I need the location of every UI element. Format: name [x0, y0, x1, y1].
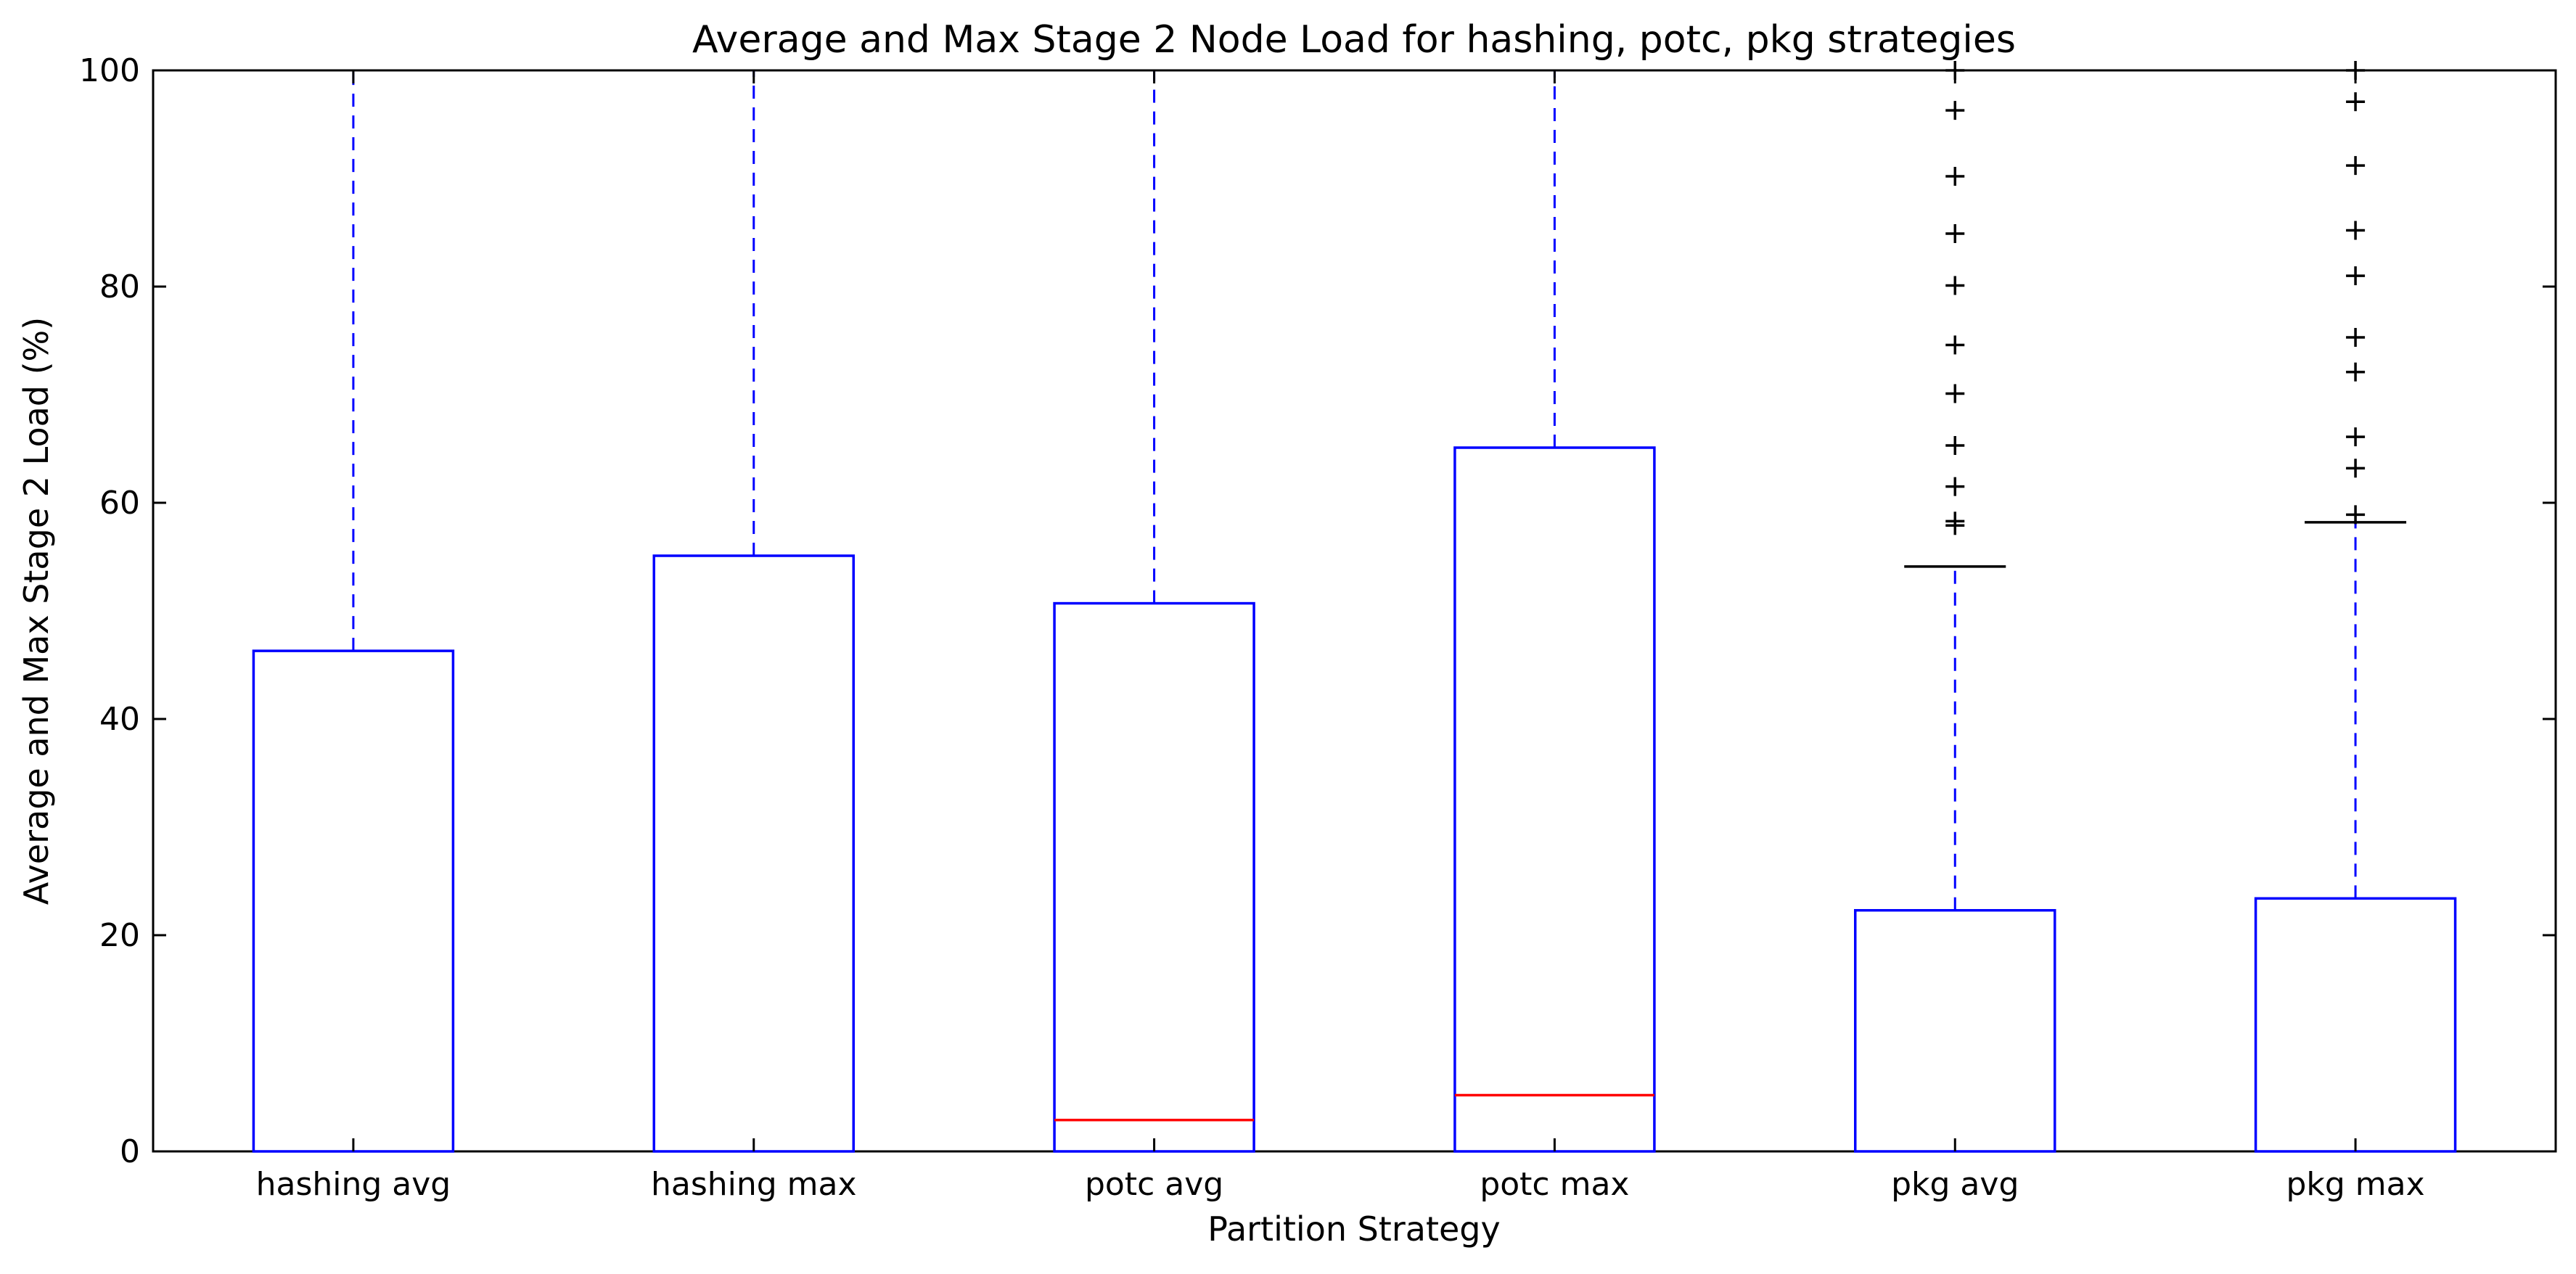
flier-point: [1945, 223, 1965, 243]
box-body: [252, 649, 455, 1153]
flier-point: [1945, 335, 1965, 355]
flier-point: [2346, 362, 2366, 382]
chart-title: Average and Max Stage 2 Node Load for ha…: [692, 18, 2016, 62]
box-body: [1854, 908, 2056, 1153]
box-body: [652, 554, 855, 1153]
box-group: [2254, 61, 2457, 1153]
flier-point: [1945, 477, 1965, 496]
flier-point: [1945, 436, 1965, 456]
plot-area: [152, 61, 2557, 1153]
y-tick-label: 80: [99, 268, 140, 305]
y-axis-label: Average and Max Stage 2 Load (%): [17, 317, 56, 905]
x-tick-label: pkg max: [2286, 1166, 2424, 1203]
y-tick-label: 20: [99, 917, 140, 954]
y-tick-label: 100: [79, 52, 140, 89]
box-body: [1453, 446, 1656, 1153]
box-body: [1053, 601, 1255, 1153]
flier-point: [2346, 156, 2366, 176]
box-group: [252, 70, 455, 1153]
flier-point: [2346, 459, 2366, 478]
axis-ticks: 0 20 40 60 80 100 hashing avg hashing max potc a…: [79, 52, 2556, 1203]
box-group: [1453, 70, 1656, 1153]
y-tick-label: 60: [99, 485, 140, 522]
box-body: [2254, 897, 2457, 1153]
flier-point: [2346, 92, 2366, 112]
x-tick-label: potc avg: [1085, 1166, 1223, 1203]
flier-point: [2346, 221, 2366, 240]
x-tick-label: pkg avg: [1891, 1166, 2019, 1203]
flier-point: [2346, 266, 2366, 286]
flier-point: [2346, 427, 2366, 447]
x-tick-label: potc max: [1480, 1166, 1629, 1203]
box-group: [1053, 70, 1255, 1153]
x-tick-label: hashing max: [651, 1166, 857, 1203]
box-group: [1854, 61, 2056, 1153]
y-tick-label: 0: [120, 1133, 140, 1170]
x-axis-label: Partition Strategy: [1207, 1209, 1500, 1249]
flier-point: [1945, 511, 1965, 531]
x-tick-label: hashing avg: [256, 1166, 451, 1203]
flier-point: [1945, 101, 1965, 120]
y-tick-label: 40: [99, 701, 140, 738]
flier-point: [1945, 167, 1965, 186]
flier-point: [2346, 328, 2366, 348]
box-group: [652, 70, 855, 1153]
flier-point: [1945, 384, 1965, 403]
flier-point: [2346, 505, 2366, 525]
flier-point: [1945, 276, 1965, 295]
plot-frame: [152, 69, 2557, 1153]
